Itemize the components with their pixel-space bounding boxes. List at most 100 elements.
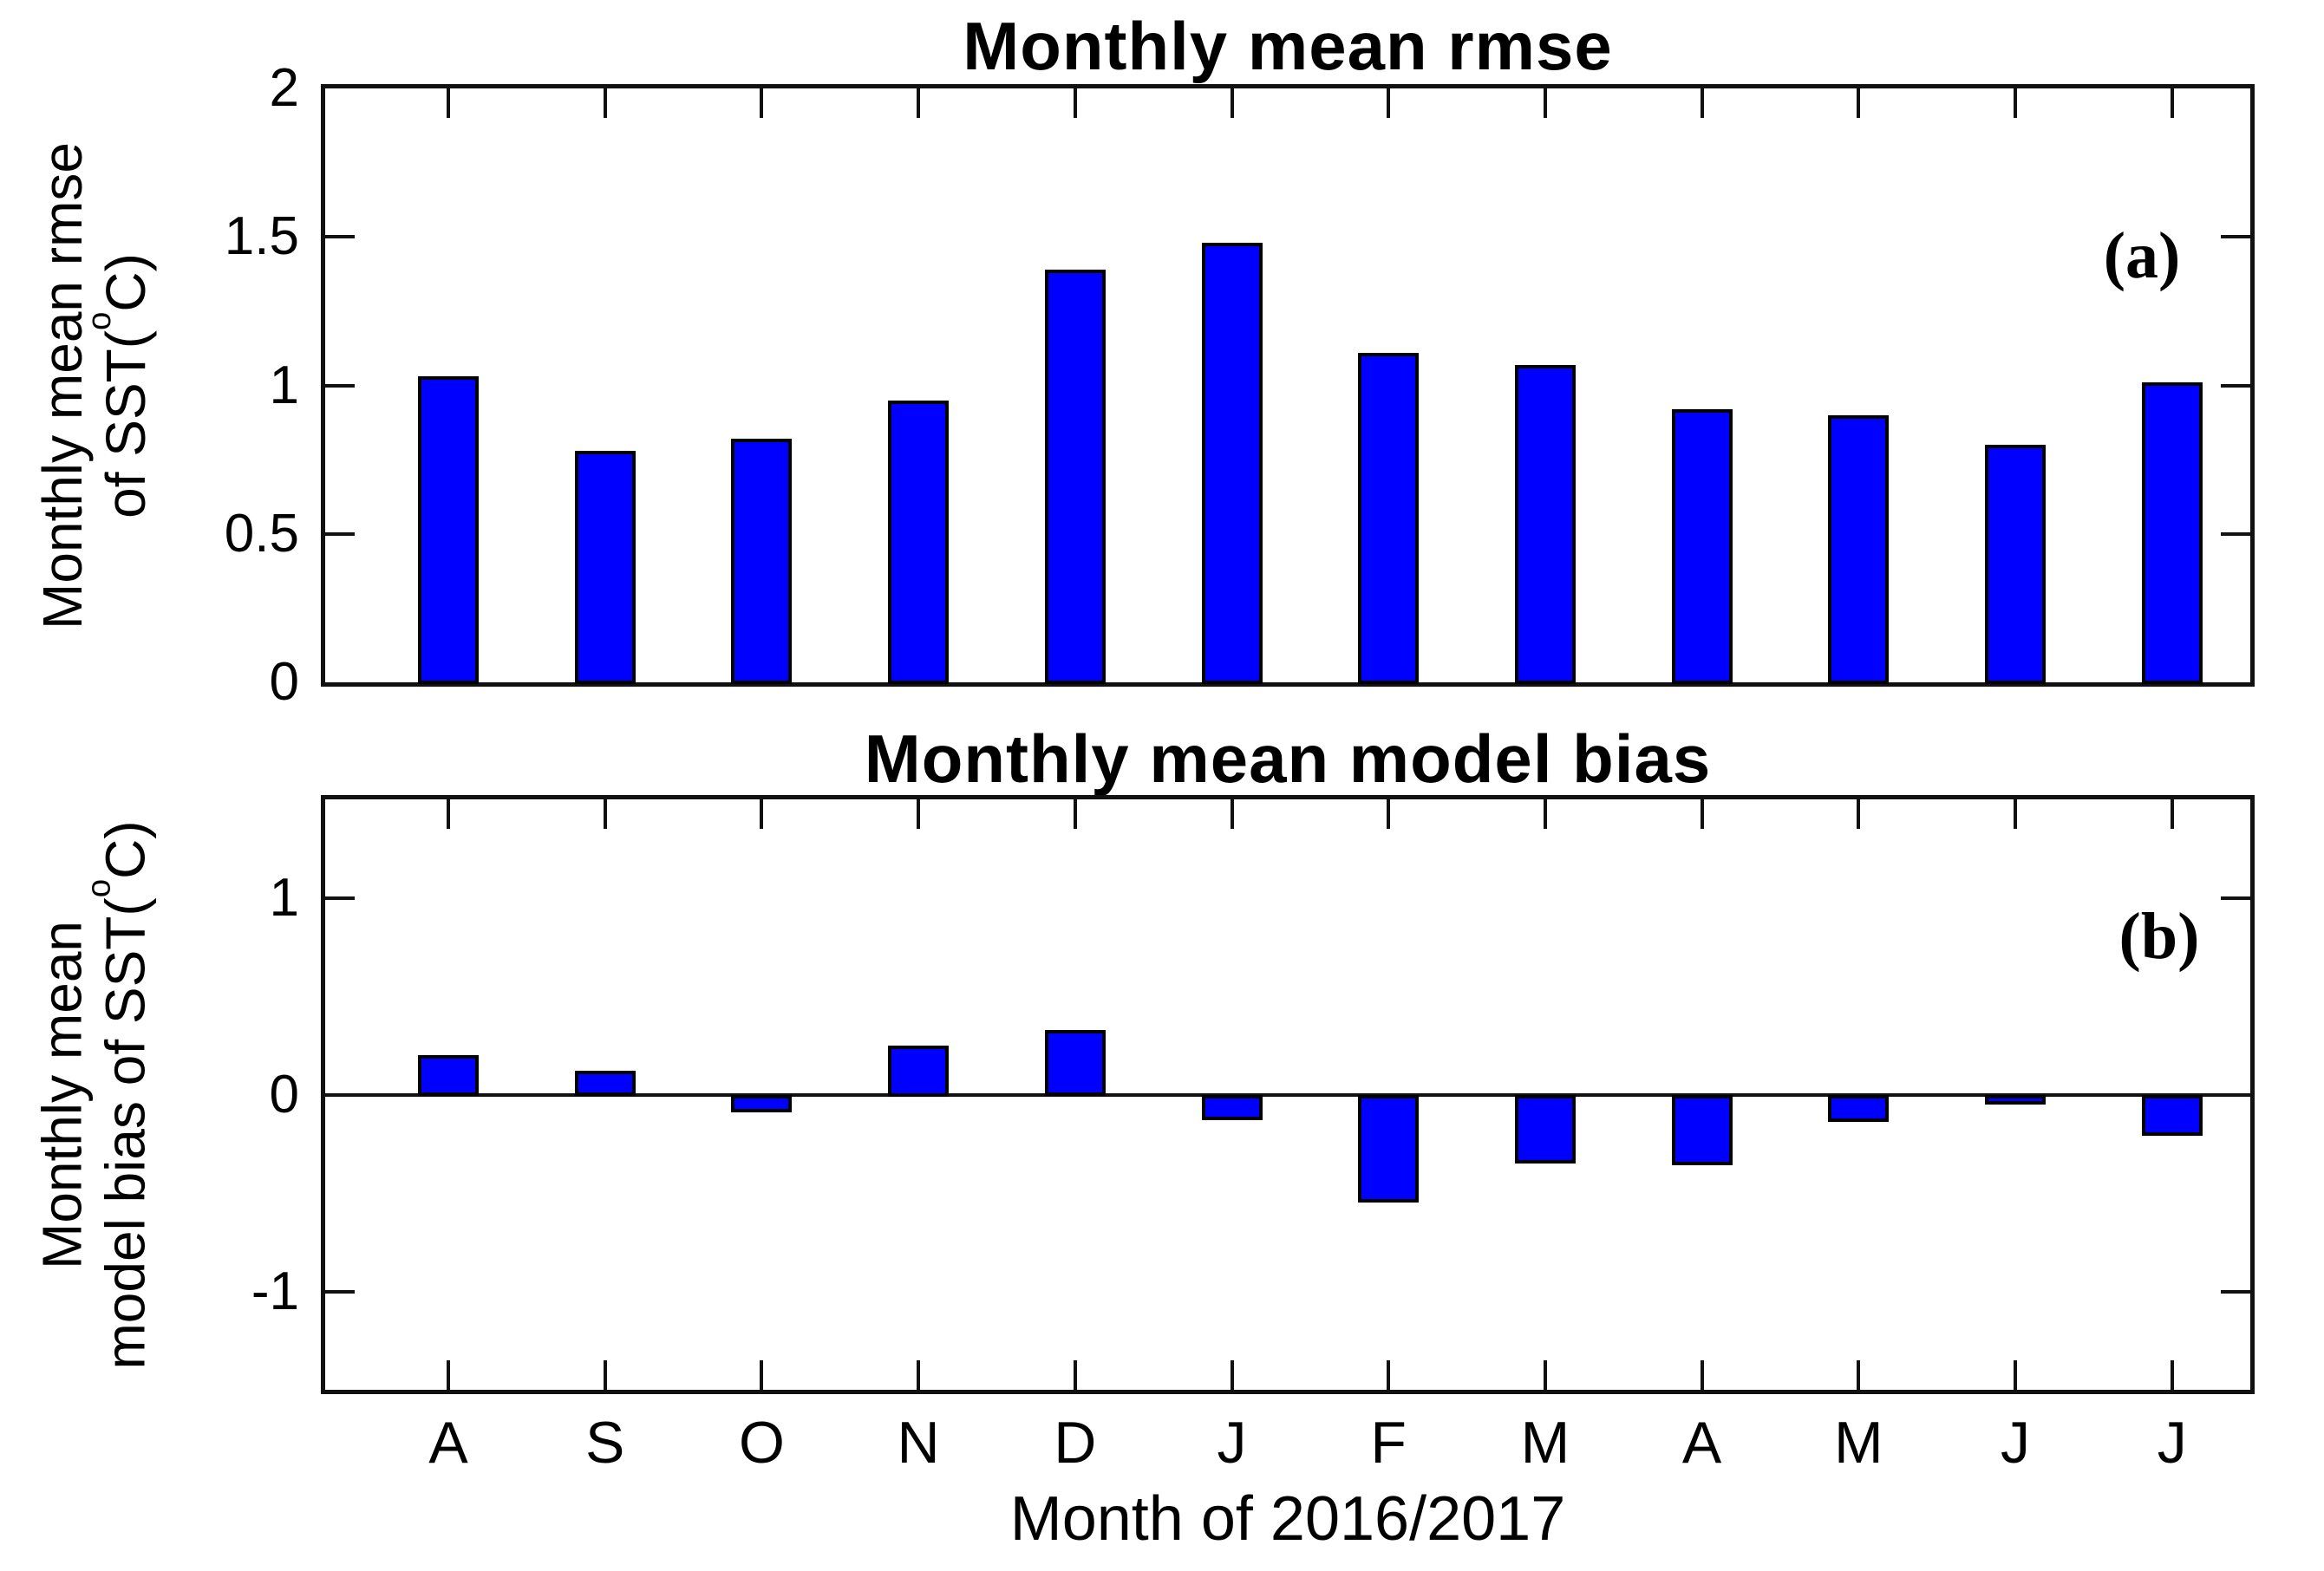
y-tick-label: 1 (269, 355, 299, 415)
y-tick-label: 0 (269, 1064, 299, 1124)
x-tick-mark (1387, 1360, 1391, 1390)
x-tick-mark (1700, 88, 1704, 118)
y-tick-label: 0.5 (224, 503, 299, 564)
bias-bar-M-10 (1828, 1094, 1890, 1122)
x-tick-mark (1857, 88, 1861, 118)
rmse-bar-J-11 (1985, 445, 2046, 684)
x-tick-mark (2170, 1360, 2174, 1390)
month-label-4: N (897, 1410, 940, 1476)
month-label-8: M (1520, 1410, 1570, 1476)
rmse-bar-N-4 (888, 400, 950, 684)
x-tick-mark (447, 799, 450, 829)
bias-bar-J-11 (1985, 1094, 2046, 1105)
x-tick-mark (1387, 88, 1391, 118)
x-tick-mark (1700, 1360, 1704, 1390)
y-tick-mark (325, 383, 355, 388)
y-tick-mark (325, 896, 355, 900)
x-tick-mark (1543, 1360, 1547, 1390)
x-tick-mark (1230, 799, 1234, 829)
x-tick-mark (2014, 1360, 2017, 1390)
x-tick-mark (2014, 88, 2017, 118)
rmse-bar-M-8 (1514, 364, 1576, 684)
y-tick-mark (325, 1092, 355, 1097)
bias-bar-D-5 (1044, 1029, 1106, 1097)
x-tick-mark (1073, 88, 1077, 118)
x-tick-mark (2170, 799, 2174, 829)
x-tick-mark (2014, 799, 2017, 829)
x-tick-mark (447, 88, 450, 118)
x-tick-mark (760, 799, 764, 829)
x-tick-mark (917, 1360, 921, 1390)
bias-bar-N-4 (888, 1045, 950, 1097)
y-tick-mark (2221, 1289, 2250, 1294)
month-label-12: J (2157, 1410, 2187, 1476)
y-tick-mark (325, 235, 355, 239)
month-label-6: J (1217, 1410, 1247, 1476)
panel-b-label: (b) (2118, 900, 2200, 973)
x-tick-mark (1073, 1360, 1077, 1390)
y-tick-label: 0 (269, 652, 299, 712)
x-tick-mark (1387, 799, 1391, 829)
x-axis-label: Month of 2016/2017 (1009, 1484, 1566, 1554)
rmse-bar-S-2 (574, 450, 636, 684)
y-tick-mark (325, 1289, 355, 1294)
rmse-plot-area: (a) (321, 84, 2255, 687)
rmse-bar-J-6 (1201, 243, 1263, 684)
rmse-bar-D-5 (1044, 269, 1106, 684)
x-tick-mark (603, 1360, 607, 1390)
bias-bar-S-2 (574, 1071, 636, 1097)
panel-a-label: (a) (2103, 219, 2181, 292)
y-tick-mark (2221, 1092, 2250, 1097)
x-tick-mark (447, 1360, 450, 1390)
month-label-5: D (1054, 1410, 1097, 1476)
y-tick-mark (2221, 531, 2250, 536)
y-tick-label: 1.5 (224, 206, 299, 267)
bias-chart-title: Monthly mean model bias (864, 720, 1712, 797)
bias-bar-M-8 (1514, 1094, 1576, 1164)
bias-y-label-line1: Monthly mean (31, 920, 95, 1269)
rmse-bar-M-10 (1828, 414, 1890, 684)
rmse-bar-O-3 (731, 439, 793, 684)
x-tick-mark (1543, 799, 1547, 829)
bias-bar-O-3 (731, 1094, 793, 1112)
x-tick-mark (1857, 1360, 1861, 1390)
x-tick-mark (1857, 799, 1861, 829)
y-tick-mark (2221, 896, 2250, 900)
rmse-bar-F-7 (1358, 352, 1420, 684)
month-label-10: M (1833, 1410, 1883, 1476)
y-tick-mark (2221, 235, 2250, 239)
month-label-9: A (1681, 1410, 1722, 1476)
month-label-3: O (738, 1410, 785, 1476)
bias-bar-J-6 (1201, 1094, 1263, 1120)
x-tick-mark (1543, 88, 1547, 118)
y-tick-label: 1 (269, 867, 299, 928)
bias-bar-F-7 (1358, 1094, 1420, 1203)
bias-bar-J-12 (2141, 1094, 2203, 1136)
x-tick-mark (603, 88, 607, 118)
x-tick-mark (760, 1360, 764, 1390)
y-tick-label: 2 (269, 58, 299, 118)
y-tick-mark (2221, 383, 2250, 388)
x-tick-mark (917, 88, 921, 118)
y-tick-label: -1 (251, 1261, 299, 1321)
x-tick-mark (1700, 799, 1704, 829)
y-tick-mark (325, 531, 355, 536)
x-tick-mark (760, 88, 764, 118)
x-tick-mark (1230, 88, 1234, 118)
degree-superscript: o (81, 878, 119, 897)
x-tick-mark (603, 799, 607, 829)
rmse-bar-J-12 (2141, 382, 2203, 684)
rmse-chart-title: Monthly mean rmse (963, 8, 1613, 84)
month-label-1: A (428, 1410, 468, 1476)
degree-superscript: o (81, 311, 119, 330)
rmse-bar-A-9 (1671, 408, 1733, 684)
bias-bar-A-1 (418, 1055, 479, 1097)
x-tick-mark (1230, 1360, 1234, 1390)
x-tick-mark (2170, 88, 2174, 118)
rmse-bar-A-1 (418, 376, 479, 684)
rmse-y-label-line1: Monthly mean rmse (31, 141, 95, 629)
x-tick-mark (917, 799, 921, 829)
bias-bar-A-9 (1671, 1094, 1733, 1165)
month-label-7: F (1370, 1410, 1407, 1476)
x-tick-mark (1073, 799, 1077, 829)
